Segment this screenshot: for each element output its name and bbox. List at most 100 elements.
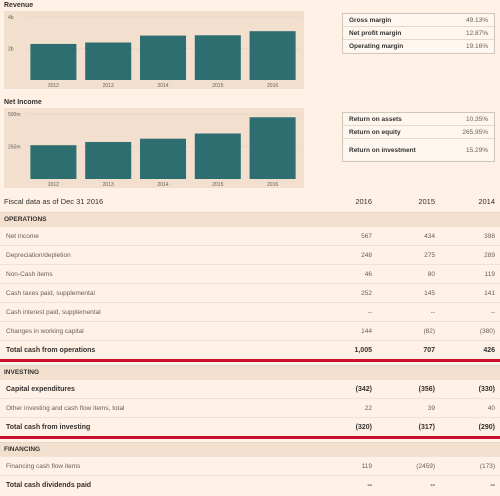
cell-value: 434 xyxy=(424,233,435,240)
ratio-value: 265.95% xyxy=(462,128,488,136)
bar-2014[interactable] xyxy=(139,35,187,80)
net-income-chart-svg: 500m 250m 2012 2013 2014 2015 2016 xyxy=(8,112,300,188)
table-row-total: Total cash dividends paid -- -- -- xyxy=(0,475,500,494)
table-caption: Fiscal data as of Dec 31 2016 xyxy=(4,197,104,206)
cell-value: 1,005 xyxy=(354,347,372,354)
cell-value: 119 xyxy=(361,463,372,470)
x-tick-label: 2013 xyxy=(103,182,114,188)
x-tick-label: 2013 xyxy=(103,83,114,89)
x-tick-label: 2012 xyxy=(48,83,59,89)
row-label: Financing cash flow items xyxy=(6,463,81,470)
table-row: Non-Cash items 46 80 119 xyxy=(0,264,500,283)
cell-value: -- xyxy=(490,482,495,489)
bar-2014[interactable] xyxy=(139,138,187,179)
ratio-label: Net profit margin xyxy=(349,29,402,37)
cell-value: 145 xyxy=(424,290,435,297)
row-label: Total cash from investing xyxy=(6,424,91,431)
y-tick-label: 2b xyxy=(8,47,14,53)
net-income-ratios-panel: Return on assets 10.35% Return on equity… xyxy=(342,112,495,162)
section-heading-investing: INVESTING xyxy=(0,365,500,379)
x-tick-label: 2012 xyxy=(48,182,59,188)
y-tick-label: 250m xyxy=(8,145,21,151)
cell-value: (342) xyxy=(355,386,372,393)
y-tick-label: 4b xyxy=(8,15,14,21)
bar-2016[interactable] xyxy=(249,117,296,179)
cell-value: 46 xyxy=(364,271,372,278)
table-header: Fiscal data as of Dec 31 2016 2016 2015 … xyxy=(0,192,500,212)
ratio-label: Return on equity xyxy=(349,128,401,136)
cell-value: 567 xyxy=(361,233,372,240)
table-row: Cash taxes paid, supplemental 252 145 14… xyxy=(0,283,500,302)
ratio-label: Operating margin xyxy=(349,43,404,50)
row-label: Depreciation/depletion xyxy=(6,252,71,259)
bar-2013[interactable] xyxy=(85,42,132,80)
x-tick-label: 2015 xyxy=(212,182,223,188)
row-label: Capital expenditures xyxy=(6,386,75,393)
table-row-total: Total cash from investing (320) (317) (2… xyxy=(0,417,500,436)
cell-value: 275 xyxy=(424,252,435,259)
ratio-row-return-on-equity: Return on equity 265.95% xyxy=(343,126,494,139)
ratio-row-return-on-assets: Return on assets 10.35% xyxy=(343,113,494,126)
cell-value: -- xyxy=(367,309,372,316)
cell-value: -- xyxy=(430,309,435,316)
table-row: Other investing and cash flow items, tot… xyxy=(0,398,500,417)
x-tick-label: 2015 xyxy=(212,83,223,89)
cell-value: 40 xyxy=(487,405,495,412)
x-tick-label: 2014 xyxy=(157,182,168,188)
cell-value: 398 xyxy=(484,233,495,240)
row-label: Total cash from operations xyxy=(6,347,96,354)
ratio-row-net-profit-margin: Net profit margin 12.87% xyxy=(343,27,494,40)
bar-2015[interactable] xyxy=(194,35,241,80)
ratio-value: 10.35% xyxy=(465,115,488,123)
cell-value: 119 xyxy=(484,271,495,278)
row-label: Total cash dividends paid xyxy=(6,482,92,489)
cell-value: -- xyxy=(490,309,495,316)
cell-value: 426 xyxy=(483,347,495,354)
section-heading-financing: FINANCING xyxy=(0,442,500,456)
table-row: Net income 567 434 398 xyxy=(0,226,500,245)
cell-value: 252 xyxy=(361,290,372,297)
cell-value: 248 xyxy=(361,252,372,259)
cell-value: (320) xyxy=(355,424,372,431)
cell-value: 144 xyxy=(361,328,372,335)
ratio-value: 12.87% xyxy=(465,29,488,37)
section-divider xyxy=(0,436,500,439)
row-label: Non-Cash items xyxy=(6,271,53,278)
table-row: Changes in working capital 144 (82) (380… xyxy=(0,321,500,340)
ratio-row-gross-margin: Gross margin 49.13% xyxy=(343,14,494,27)
table-row: Depreciation/depletion 248 275 289 xyxy=(0,245,500,264)
bar-2016[interactable] xyxy=(249,31,296,80)
bar-2015[interactable] xyxy=(194,133,241,180)
section-divider xyxy=(0,359,500,362)
ratio-label: Gross margin xyxy=(349,16,392,24)
cell-value: 707 xyxy=(423,347,435,354)
bar-2012[interactable] xyxy=(30,43,77,80)
net-income-chart: 500m 250m 2012 2013 2014 2015 2016 xyxy=(4,108,304,188)
table-row-total: Total cash from operations 1,005 707 426 xyxy=(0,340,500,359)
row-label: Cash taxes paid, supplemental xyxy=(6,290,95,297)
cell-value: 289 xyxy=(484,252,495,259)
cell-value: -- xyxy=(367,482,372,489)
ratio-row-return-on-investment: Return on investment 15.29% xyxy=(343,139,494,161)
year-header: 2016 xyxy=(355,197,372,206)
table-row: Capital expenditures (342) (356) (330) xyxy=(0,379,500,398)
cell-value: (290) xyxy=(478,424,495,431)
y-tick-label: 500m xyxy=(8,112,21,118)
x-tick-label: 2014 xyxy=(157,83,168,89)
cell-value: 141 xyxy=(484,290,495,297)
ratio-label: Return on assets xyxy=(349,115,402,123)
cell-value: (173) xyxy=(479,463,495,470)
year-header: 2014 xyxy=(478,197,495,206)
row-label: Changes in working capital xyxy=(6,328,84,335)
bar-2012[interactable] xyxy=(30,145,77,179)
revenue-ratios-panel: Gross margin 49.13% Net profit margin 12… xyxy=(342,13,495,54)
bar-2013[interactable] xyxy=(85,141,132,179)
net-income-chart-title: Net Income xyxy=(4,99,42,106)
cell-value: 80 xyxy=(427,271,435,278)
cell-value: (330) xyxy=(478,386,495,393)
cell-value: (380) xyxy=(479,328,495,335)
cell-value: -- xyxy=(430,482,435,489)
cell-value: (82) xyxy=(423,328,435,335)
cell-value: 39 xyxy=(427,405,435,412)
ratio-value: 49.13% xyxy=(465,16,488,24)
